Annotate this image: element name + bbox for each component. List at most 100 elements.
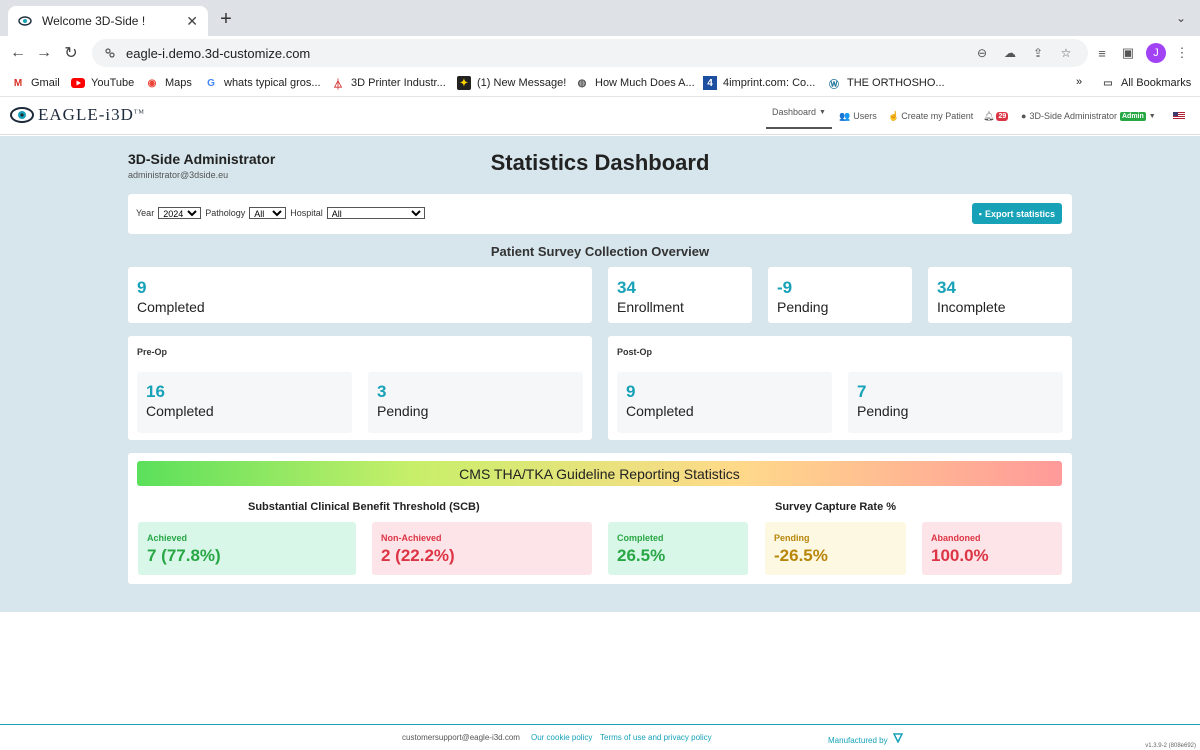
browser-tab[interactable]: Welcome 3D-Side ! ✕ [8, 6, 208, 36]
stat-label: Pending [377, 403, 429, 419]
stat-label: Enrollment [617, 299, 684, 315]
nav-notifications[interactable]: 🔔︎ 29 [983, 97, 1009, 135]
back-icon[interactable]: ← [10, 44, 26, 61]
role-badge: Admin [1119, 111, 1146, 121]
close-tab-icon[interactable]: ✕ [186, 12, 198, 29]
bookmark-howmuch[interactable]: ◍ How Much Does A... [575, 76, 695, 90]
footer: customersupport@eagle-i3d.com Our cookie… [0, 724, 1200, 750]
export-statistics-button[interactable]: ▪ Export statistics [971, 203, 1062, 224]
google-icon: G [207, 77, 215, 89]
bookmark-maps[interactable]: ◉ Maps [145, 76, 192, 90]
stat-label: Incomplete [937, 299, 1006, 315]
bookmark-gmail[interactable]: M Gmail [11, 76, 60, 90]
bookmark-star-icon[interactable]: ☆ [1060, 46, 1072, 60]
stat-value: 9 [626, 382, 636, 401]
hospital-select[interactable]: All [326, 207, 425, 219]
overview-incomplete-card: 34 Incomplete [928, 267, 1072, 323]
preop-completed-box: 16 Completed [137, 372, 352, 433]
zoom-icon[interactable]: ⊖ [976, 46, 988, 60]
year-select[interactable]: 2024 [158, 207, 202, 219]
bookmark-4imprint[interactable]: 4 4imprint.com: Co... [703, 76, 815, 90]
youtube-icon [71, 76, 85, 90]
metric-label: Completed [617, 533, 664, 543]
reload-icon[interactable]: ↻ [64, 45, 78, 62]
bookmark-message[interactable]: ✦ (1) New Message! [457, 76, 566, 90]
stat-value: 16 [146, 382, 165, 401]
stat-label: Completed [137, 299, 205, 315]
file-icon: ▪ [978, 208, 982, 219]
tab-title: Welcome 3D-Side ! [42, 14, 146, 28]
bookmark-3dprinter[interactable]: ⏃ 3D Printer Industr... [333, 77, 446, 91]
save-icon[interactable]: ☁ [1004, 46, 1016, 60]
stat-label: Pending [777, 299, 829, 315]
app-logo[interactable]: EAGLE-i3DTM [10, 105, 145, 125]
globe-icon: ◍ [577, 77, 587, 89]
postop-title: Post-Op [617, 347, 652, 357]
caret-down-icon: ▼ [819, 108, 826, 116]
stat-value: 34 [617, 278, 636, 297]
address-bar[interactable]: eagle-i.demo.3d-customize.com ⊖ ☁ ⇪ ☆ [92, 39, 1088, 67]
metric-label: Abandoned [931, 533, 981, 543]
support-email[interactable]: customersupport@eagle-i3d.com [402, 733, 520, 742]
eye-logo-icon [10, 107, 34, 123]
gmail-icon: M [13, 77, 23, 89]
nav-users[interactable]: 👥 Users [839, 110, 877, 122]
users-icon: 👥 [839, 110, 851, 121]
hand-icon: ☝ [888, 110, 900, 121]
year-label: Year [136, 208, 155, 218]
new-tab-button[interactable]: + [220, 8, 232, 30]
reading-list-icon[interactable]: ≡ [1098, 45, 1106, 61]
metric-value: 2 (22.2%) [381, 546, 455, 565]
nav-create-patient[interactable]: ☝ Create my Patient [888, 110, 974, 122]
nav-dashboard[interactable]: Dashboard ▼ [766, 97, 832, 129]
metric-label: Achieved [147, 533, 188, 543]
browser-toolbar: ← → ↻ eagle-i.demo.3d-customize.com ⊖ ☁ … [0, 36, 1200, 70]
nav-account[interactable]: ● 3D-Side Administrator Admin ▼ [1021, 111, 1156, 121]
cookie-policy-link[interactable]: Our cookie policy [531, 733, 593, 742]
overview-title: Patient Survey Collection Overview [490, 244, 710, 259]
folder-icon: ▭ [1103, 77, 1113, 89]
printer-site-icon: ⏃ [333, 79, 343, 91]
maps-icon: ◉ [147, 77, 157, 89]
browser-menu-icon[interactable]: ⋮ [1175, 45, 1189, 60]
postop-completed-box: 9 Completed [617, 372, 832, 433]
manufacturer-logo-icon [892, 733, 904, 745]
all-bookmarks-button[interactable]: ▭ All Bookmarks [1101, 76, 1191, 90]
postop-card: Post-Op 9 Completed 7 Pending [608, 336, 1072, 440]
metric-value: -26.5% [774, 546, 828, 565]
capture-completed-box: Completed 26.5% [608, 522, 748, 575]
bookmark-orthoshop[interactable]: Ⓦ THE ORTHOSHO... [829, 77, 945, 91]
message-icon: ✦ [457, 76, 471, 90]
site-info-icon[interactable] [104, 47, 116, 59]
metric-value: 26.5% [617, 546, 666, 565]
forward-icon[interactable]: → [36, 44, 52, 61]
cms-card: CMS THA/TKA Guideline Reporting Statisti… [128, 453, 1072, 584]
bookmark-youtube[interactable]: YouTube [71, 76, 134, 90]
browser-tab-bar: Welcome 3D-Side ! ✕ + ⌄ [0, 0, 1200, 36]
capture-rate-title: Survey Capture Rate % [775, 501, 897, 513]
app-header: EAGLE-i3DTM Dashboard ▼ 👥 Users ☝ Create… [0, 97, 1200, 135]
stat-value: 9 [137, 278, 147, 297]
cms-banner: CMS THA/TKA Guideline Reporting Statisti… [137, 461, 1062, 486]
postop-pending-box: 7 Pending [848, 372, 1063, 433]
caret-down-icon: ▼ [1148, 112, 1156, 120]
pathology-select[interactable]: All [249, 207, 287, 219]
terms-link[interactable]: Terms of use and privacy policy [600, 733, 712, 742]
more-bookmarks-button[interactable]: » [1076, 76, 1083, 88]
tab-search-icon[interactable]: ⌄ [1175, 11, 1186, 25]
us-flag-icon[interactable] [1173, 97, 1185, 135]
manufactured-by[interactable]: Manufactured by [828, 733, 904, 745]
filter-card: Year 2024 Pathology All Hospital All ▪ E… [128, 194, 1072, 234]
version-label: v1.3.9-2 (808e692) [1145, 743, 1196, 749]
metric-value: 100.0% [931, 546, 989, 565]
profile-avatar[interactable]: J [1146, 43, 1166, 63]
side-panel-icon[interactable]: ▣ [1121, 45, 1135, 60]
site-favicon-icon [18, 14, 32, 28]
overview-pending-card: -9 Pending [768, 267, 912, 323]
metric-label: Non-Achieved [381, 533, 442, 543]
scb-title: Substantial Clinical Benefit Threshold (… [248, 501, 480, 513]
share-icon[interactable]: ⇪ [1032, 46, 1044, 60]
metric-value: 7 (77.8%) [147, 546, 221, 565]
wordpress-icon: Ⓦ [829, 79, 839, 91]
